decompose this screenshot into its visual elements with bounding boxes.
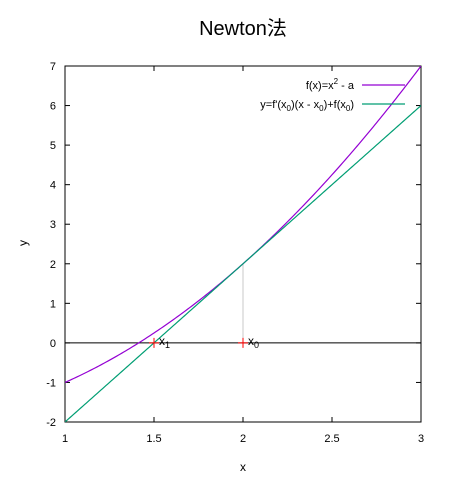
legend-label-part: 0 bbox=[319, 104, 324, 113]
point-label-main: x bbox=[248, 334, 254, 348]
legend-label-0: f(x)=x2 - a bbox=[306, 77, 355, 92]
point-label-main: x bbox=[159, 334, 165, 348]
x-tick-label: 2 bbox=[240, 433, 246, 445]
x-tick-label: 2.5 bbox=[324, 433, 339, 445]
y-tick-label: 3 bbox=[50, 219, 56, 231]
plot-content bbox=[65, 66, 421, 422]
y-tick-label: 5 bbox=[50, 140, 56, 152]
y-tick-label: 7 bbox=[50, 61, 56, 73]
y-tick-label: -1 bbox=[46, 377, 56, 389]
plot-frame bbox=[64, 65, 422, 423]
y-tick-label: 6 bbox=[50, 101, 56, 113]
series-line-1 bbox=[65, 105, 421, 422]
legend-label-part: 0 bbox=[346, 104, 351, 113]
y-tick-label: -2 bbox=[46, 417, 56, 429]
y-axis-label: y bbox=[16, 240, 30, 246]
x-tick-label: 1 bbox=[62, 433, 68, 445]
y-tick-label: 0 bbox=[50, 338, 56, 350]
x-tick-label: 1.5 bbox=[146, 433, 161, 445]
point-label-subscript: 1 bbox=[165, 340, 170, 350]
legend-label-1: y=f'(x0)(x - x0)+f(x0) bbox=[260, 99, 354, 113]
legend-label-part: )(x - x bbox=[291, 99, 320, 111]
chart-title: Newton法 bbox=[199, 17, 287, 40]
legend-label-part: f(x)=x bbox=[306, 80, 334, 92]
x-axis-label: x bbox=[240, 460, 246, 474]
point-label-1: x0 bbox=[248, 334, 259, 350]
y-tick-label: 2 bbox=[50, 259, 56, 271]
legend-label-part: ) bbox=[350, 99, 354, 111]
point-label-0: x1 bbox=[159, 334, 170, 350]
x-tick-label: 3 bbox=[418, 433, 424, 445]
legend-label-part: 2 bbox=[334, 77, 339, 86]
point-label-subscript: 0 bbox=[254, 340, 259, 350]
legend-label-part: y=f'(x bbox=[260, 99, 287, 111]
legend-label-part: - a bbox=[338, 80, 355, 92]
legend-label-part: )+f(x bbox=[324, 99, 347, 111]
legend-label-part: 0 bbox=[287, 104, 292, 113]
y-tick-label: 1 bbox=[50, 298, 56, 310]
y-tick-label: 4 bbox=[50, 180, 56, 192]
